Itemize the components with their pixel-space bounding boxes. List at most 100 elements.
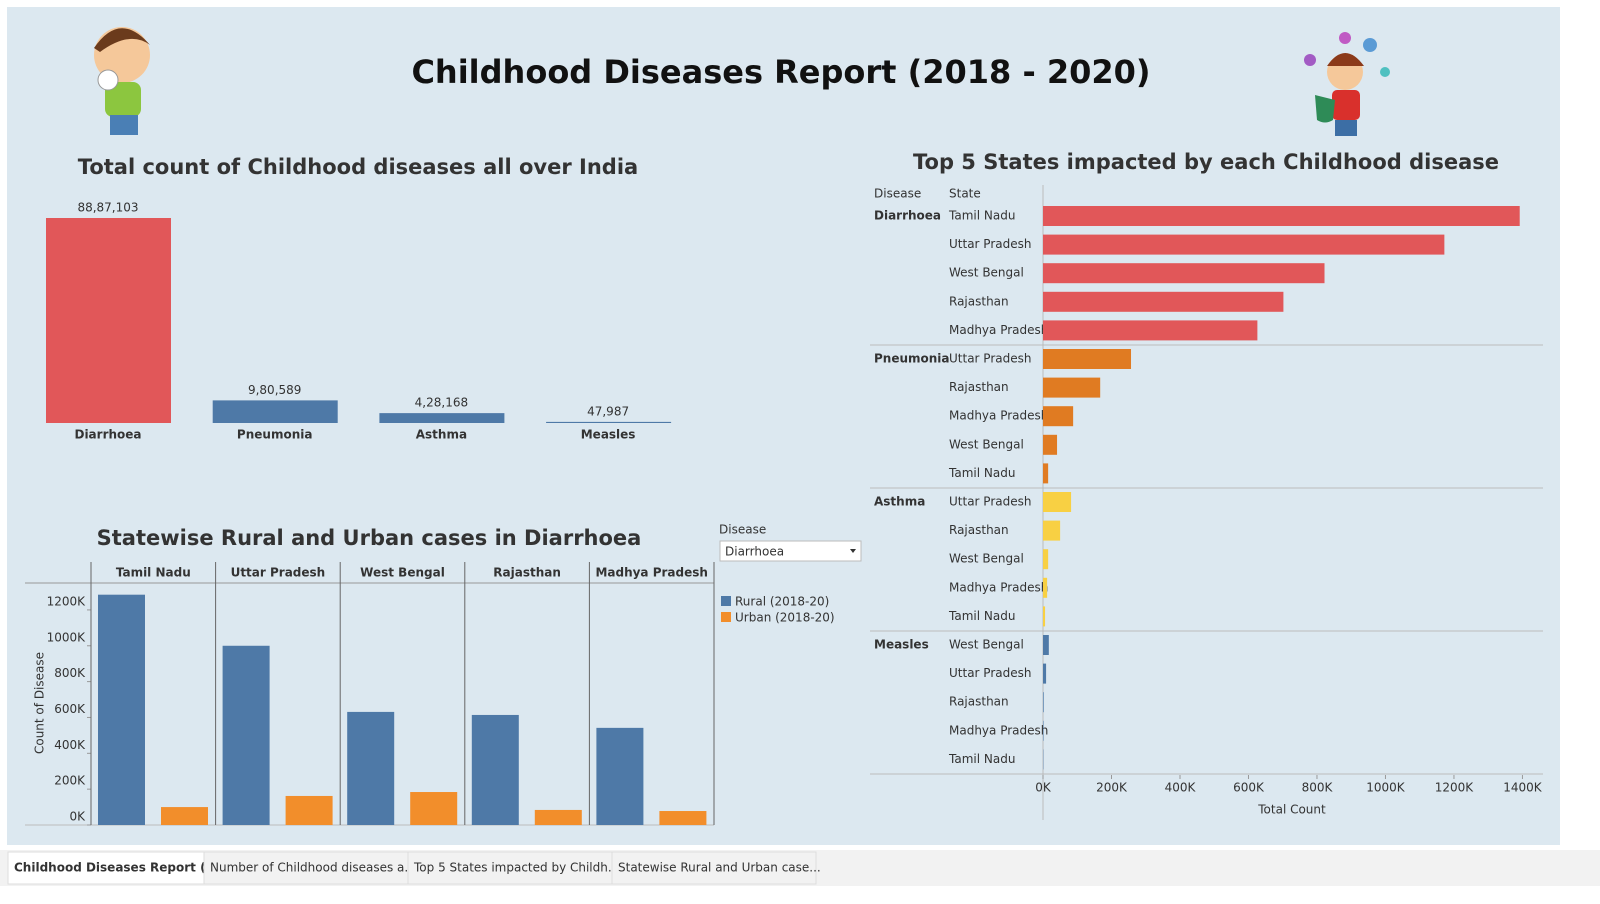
y-tick-label: 200K <box>54 774 86 788</box>
x-tick-label: 1400K <box>1503 781 1543 795</box>
bar <box>1043 721 1044 741</box>
state-label: Uttar Pradesh <box>949 352 1031 366</box>
state-label: Uttar Pradesh <box>949 495 1031 509</box>
x-tick-label: 1000K <box>1366 781 1406 795</box>
state-label: Tamil Nadu <box>948 209 1015 223</box>
y-tick-label: 1200K <box>47 594 87 608</box>
chart-title: Statewise Rural and Urban cases in Diarr… <box>97 526 642 550</box>
column-header: State <box>949 187 981 201</box>
disease-label: Diarrhoea <box>874 209 941 223</box>
state-label: Madhya Pradesh <box>949 409 1048 423</box>
chart-title: Total count of Childhood diseases all ov… <box>78 155 638 179</box>
bar <box>223 646 270 825</box>
value-label: 4,28,168 <box>415 396 468 410</box>
bar <box>1043 320 1257 340</box>
bar <box>1043 292 1283 312</box>
legend-swatch <box>721 612 731 622</box>
bar <box>659 811 706 825</box>
bar <box>1043 463 1048 483</box>
disease-label: Measles <box>874 638 929 652</box>
bar <box>286 796 333 825</box>
dashboard-title: Childhood Diseases Report (2018 - 2020) <box>411 53 1150 91</box>
bar <box>1043 692 1044 712</box>
bar <box>161 807 208 825</box>
bar <box>379 413 504 423</box>
filter-value[interactable]: Diarrhoea <box>725 545 784 559</box>
x-tick-label: 200K <box>1096 781 1128 795</box>
tab-label[interactable]: Number of Childhood diseases a... <box>210 861 416 875</box>
tab-label[interactable]: Statewise Rural and Urban case... <box>618 861 821 875</box>
x-axis-label: Total Count <box>1257 803 1326 817</box>
bar <box>1043 549 1048 569</box>
state-label: Rajasthan <box>949 523 1009 537</box>
bar <box>1043 664 1046 684</box>
state-label: Madhya Pradesh <box>949 723 1048 737</box>
state-label: Rajasthan <box>949 380 1009 394</box>
x-tick-label: 0K <box>1035 781 1052 795</box>
category-label: Diarrhoea <box>74 428 141 442</box>
category-label: Measles <box>581 428 636 442</box>
state-label: Tamil Nadu <box>948 466 1015 480</box>
state-label: Uttar Pradesh <box>949 237 1031 251</box>
bar <box>472 715 519 825</box>
tab-label[interactable]: Childhood Diseases Report (... <box>14 861 219 875</box>
x-tick-label: 600K <box>1233 781 1265 795</box>
bar <box>1043 521 1060 541</box>
state-label: West Bengal <box>949 638 1024 652</box>
bar <box>1043 378 1100 398</box>
bar <box>46 218 171 423</box>
bar <box>1043 578 1047 598</box>
bar <box>535 810 582 825</box>
state-label: Madhya Pradesh <box>949 323 1048 337</box>
value-label: 47,987 <box>587 404 629 418</box>
bar <box>1043 606 1045 626</box>
bar <box>1043 206 1520 226</box>
column-header: Disease <box>874 187 921 201</box>
column-header: Madhya Pradesh <box>595 566 708 580</box>
bar <box>1043 492 1071 512</box>
state-label: Rajasthan <box>949 695 1009 709</box>
y-tick-label: 800K <box>54 666 86 680</box>
legend-label: Rural (2018-20) <box>735 595 829 609</box>
bar <box>98 595 145 825</box>
bar <box>1043 435 1057 455</box>
column-header: Rajasthan <box>493 566 561 580</box>
state-label: West Bengal <box>949 552 1024 566</box>
bar <box>1043 406 1073 426</box>
bar <box>1043 635 1049 655</box>
x-tick-label: 400K <box>1165 781 1197 795</box>
x-tick-label: 800K <box>1302 781 1334 795</box>
state-label: Tamil Nadu <box>948 752 1015 766</box>
y-tick-label: 0K <box>69 810 86 824</box>
column-header: Uttar Pradesh <box>231 566 326 580</box>
disease-label: Asthma <box>874 495 925 509</box>
bar <box>347 712 394 825</box>
bar <box>213 400 338 423</box>
y-tick-label: 600K <box>54 702 86 716</box>
y-tick-label: 400K <box>54 738 86 752</box>
state-label: West Bengal <box>949 437 1024 451</box>
category-label: Asthma <box>416 428 467 442</box>
bar <box>1043 349 1131 369</box>
state-label: Rajasthan <box>949 294 1009 308</box>
column-header: Tamil Nadu <box>116 566 191 580</box>
disease-label: Pneumonia <box>874 352 950 366</box>
tab-label[interactable]: Top 5 States impacted by Childh... <box>413 861 619 875</box>
category-label: Pneumonia <box>237 428 313 442</box>
filter-label: Disease <box>719 523 766 537</box>
y-axis-label: Count of Disease <box>33 652 47 754</box>
value-label: 9,80,589 <box>248 383 301 397</box>
state-label: Madhya Pradesh <box>949 580 1048 594</box>
legend-swatch <box>721 596 731 606</box>
value-label: 88,87,103 <box>77 201 138 215</box>
x-tick-label: 1200K <box>1435 781 1475 795</box>
state-label: West Bengal <box>949 266 1024 280</box>
state-label: Uttar Pradesh <box>949 666 1031 680</box>
bar <box>596 728 643 825</box>
state-label: Tamil Nadu <box>948 609 1015 623</box>
y-tick-label: 1000K <box>47 630 87 644</box>
chart-title: Top 5 States impacted by each Childhood … <box>913 150 1499 174</box>
column-header: West Bengal <box>360 566 445 580</box>
